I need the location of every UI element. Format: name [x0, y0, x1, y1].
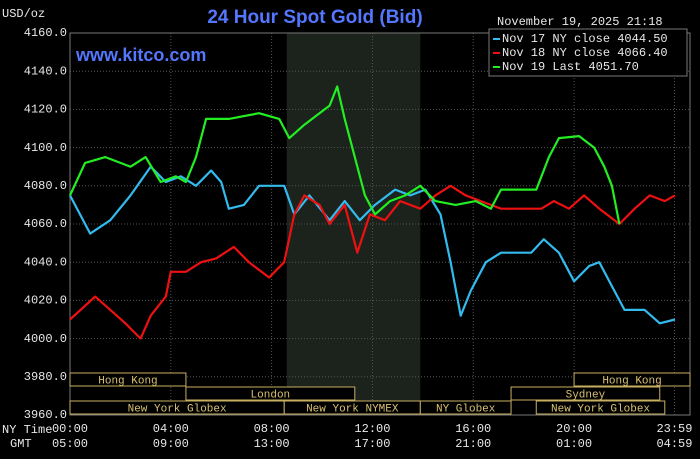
session-label: NY Globex: [436, 403, 496, 415]
session-label: Sydney: [566, 389, 606, 401]
legend-label: Nov 19 Last 4051.70: [502, 60, 639, 74]
plot-border: [69, 32, 691, 416]
session-label: Hong Kong: [98, 375, 157, 387]
gmt-tick-label: 21:00: [455, 437, 491, 451]
x-tick-label: 04:00: [153, 422, 189, 436]
legend-box: [488, 28, 688, 77]
x-tick-label: 08:00: [254, 422, 290, 436]
legend-label: Nov 18 NY close 4066.40: [502, 46, 668, 60]
x-tick-label: 20:00: [556, 422, 592, 436]
y-tick-label: 4160.0: [24, 26, 67, 40]
session-label: London: [251, 389, 291, 401]
shaded-region: [286, 33, 421, 415]
session-bar: [573, 372, 691, 387]
gmt-tick-label: 09:00: [153, 437, 189, 451]
gmt-tick-label: 01:00: [556, 437, 592, 451]
session-bar: [419, 400, 512, 415]
y-tick-label: 4020.0: [24, 294, 67, 308]
price-line: [69, 85, 621, 225]
gmt-tick-label: 13:00: [254, 437, 290, 451]
x-axis-label: GMT: [10, 437, 32, 451]
unit-label: USD/oz: [2, 7, 45, 21]
session-bar: [535, 400, 666, 415]
y-tick-label: 4100.0: [24, 141, 67, 155]
gmt-tick-label: 04:59: [656, 437, 692, 451]
y-tick-label: 4000.0: [24, 332, 67, 346]
x-tick-label: 00:00: [52, 422, 88, 436]
price-line: [69, 165, 676, 325]
timestamp: November 19, 2025 21:18: [497, 15, 663, 29]
session-bar: [185, 386, 356, 401]
session-label: New York Globex: [128, 403, 227, 415]
y-tick-label: 3980.0: [24, 370, 67, 384]
gmt-tick-label: 17:00: [354, 437, 390, 451]
gmt-tick-label: 05:00: [52, 437, 88, 451]
y-tick-label: 4140.0: [24, 64, 67, 78]
x-tick-label: 12:00: [354, 422, 390, 436]
session-label: Hong Kong: [602, 375, 661, 387]
legend-label: Nov 17 NY close 4044.50: [502, 32, 668, 46]
session-bar: [69, 372, 187, 387]
y-tick-label: 4060.0: [24, 217, 67, 231]
y-tick-label: 3960.0: [24, 408, 67, 422]
session-bar: [510, 386, 661, 401]
y-tick-label: 4120.0: [24, 103, 67, 117]
y-tick-label: 4040.0: [24, 255, 67, 269]
session-label: New York NYMEX: [306, 403, 399, 415]
session-label: New York Globex: [551, 403, 650, 415]
y-tick-label: 4080.0: [24, 179, 67, 193]
price-line: [69, 184, 676, 340]
chart-title: 24 Hour Spot Gold (Bid): [207, 7, 422, 28]
x-axis-label: NY Time: [2, 423, 52, 437]
website: www.kitco.com: [75, 45, 206, 65]
x-tick-label: 16:00: [455, 422, 491, 436]
x-tick-label: 23:59: [656, 422, 692, 436]
